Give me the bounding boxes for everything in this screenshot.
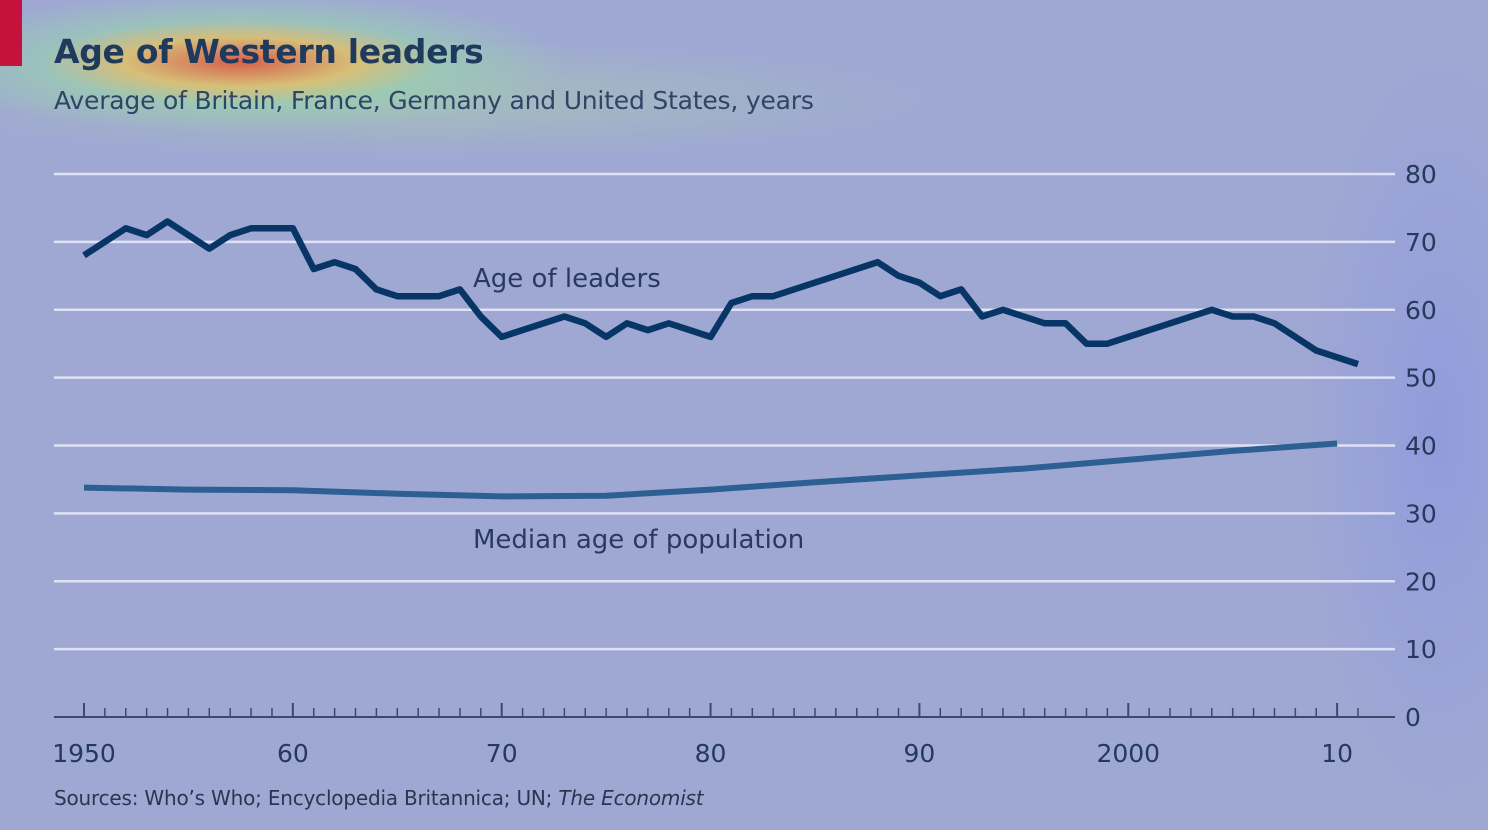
x-axis: 1950 60 70 80 90 2000 10 xyxy=(52,703,1395,768)
x-tick-label-2000: 2000 xyxy=(1096,739,1160,768)
label-age-of-leaders: Age of leaders xyxy=(473,264,661,294)
series-age-of-leaders xyxy=(82,218,1360,368)
x-tick-label-80: 80 xyxy=(695,739,727,768)
x-tick-label-60: 60 xyxy=(277,739,309,768)
sources-note: Sources: Who’s Who; Encyclopedia Britann… xyxy=(54,786,704,810)
label-median-age: Median age of population xyxy=(473,525,804,555)
y-tick-label-80: 80 xyxy=(1405,160,1437,189)
y-tick-label-50: 50 xyxy=(1405,364,1437,393)
x-tick-label-10: 10 xyxy=(1321,739,1353,768)
series-lines xyxy=(82,218,1360,500)
y-axis-ticks: 0 10 20 30 40 50 60 70 80 xyxy=(1405,160,1437,732)
sources-publisher: The Economist xyxy=(558,786,704,810)
y-tick-label-10: 10 xyxy=(1405,635,1437,664)
series-median-age xyxy=(83,440,1338,500)
gridlines xyxy=(54,172,1395,651)
y-tick-label-20: 20 xyxy=(1405,567,1437,596)
series-labels: Age of leaders Median age of population xyxy=(473,264,804,555)
chart-title: Age of Western leaders xyxy=(54,32,484,71)
y-tick-label-40: 40 xyxy=(1405,432,1437,461)
y-tick-label-0: 0 xyxy=(1405,703,1421,732)
sources-text: Sources: Who’s Who; Encyclopedia Britann… xyxy=(54,786,559,810)
chart-subtitle: Average of Britain, France, Germany and … xyxy=(54,86,814,115)
y-tick-label-30: 30 xyxy=(1405,499,1437,528)
y-tick-label-70: 70 xyxy=(1405,228,1437,257)
x-tick-label-1950: 1950 xyxy=(52,739,116,768)
x-tick-label-90: 90 xyxy=(904,739,936,768)
y-tick-label-60: 60 xyxy=(1405,296,1437,325)
brand-tab xyxy=(0,0,22,66)
x-tick-label-70: 70 xyxy=(486,739,518,768)
